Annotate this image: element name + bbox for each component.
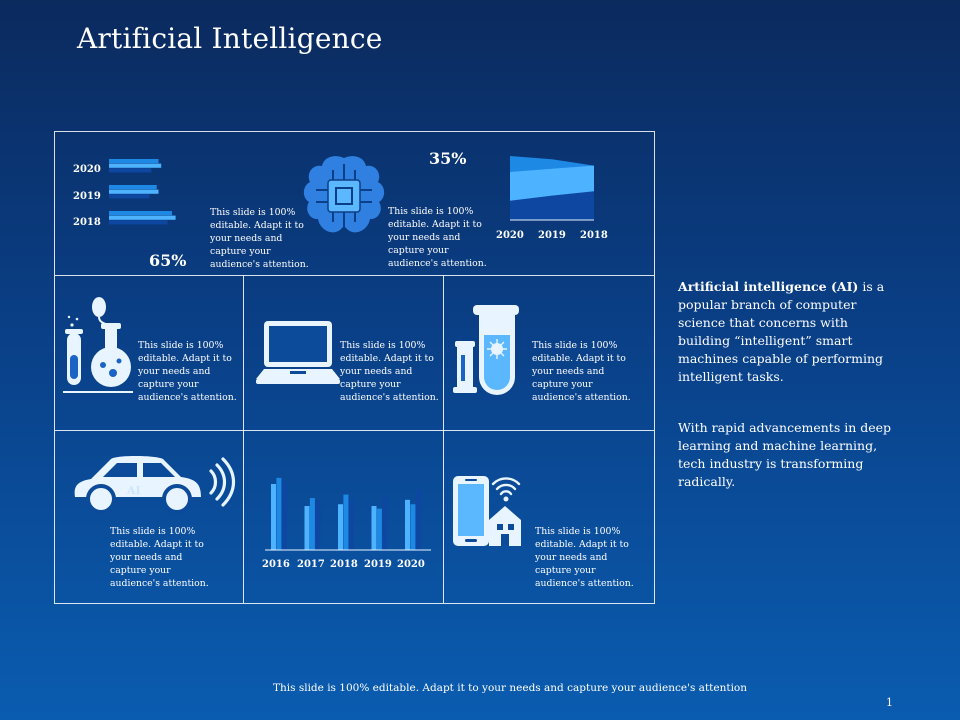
x-tick-label: 2019 [538,230,566,241]
test-tube-icon [453,305,519,395]
percent-label: 35% [429,149,467,168]
bar-2016-s2 [281,481,287,550]
infographic-grid: 2020 2019 2018 65% This slide is 100% ed… [54,131,655,604]
brain-chip-icon [303,156,385,233]
area-series-2 [510,191,594,220]
x-tick-label: 2017 [297,559,325,570]
smart-car-icon [74,456,236,514]
y-tick-label: 2018 [73,217,101,228]
smart-home-phone-icon [453,476,521,546]
x-tick-label: 2019 [364,559,392,570]
vertical-bar-chart [265,477,431,551]
description-text: This slide is 100% editable. Adapt it to… [340,340,439,403]
percent-label: 65% [149,251,187,270]
bar-2018-s0 [109,211,172,216]
laptop-icon [256,321,340,384]
bar-2016-s1 [276,477,282,550]
side-paragraph-1-text: is a popular branch of computer science … [678,279,885,384]
y-tick-label: 2020 [73,164,101,175]
lab-flask-icon [63,297,133,393]
bar-2017-s2 [315,500,321,550]
side-bold-lead: Artificial intelligence (AI) [678,279,859,294]
bar-2018-s2 [109,220,168,225]
description-text: This slide is 100% editable. Adapt it to… [138,340,237,403]
bar-2018-s1 [343,494,349,550]
bar-2016-s0 [271,484,276,550]
bar-2019-s0 [371,506,377,550]
bar-2019-s2 [109,194,150,199]
description-text: This slide is 100% editable. Adapt it to… [210,207,309,270]
bar-2018-s0 [338,504,343,550]
side-paragraph-1: Artificial intelligence (AI) is a popula… [678,278,893,386]
bar-2019-s1 [109,189,159,194]
grid-divider [243,275,244,603]
grid-divider [443,275,444,603]
x-tick-label: 2018 [580,230,608,241]
bar-2018-s1 [109,215,176,220]
grid-divider [55,430,654,431]
description-text: This slide is 100% editable. Adapt it to… [110,526,209,589]
bar-2017-s0 [304,506,310,550]
description-text: This slide is 100% editable. Adapt it to… [532,340,631,403]
bar-2020-s2 [415,489,421,550]
description-text: This slide is 100% editable. Adapt it to… [388,206,487,269]
bar-2019-s0 [109,185,157,190]
bar-2019-s2 [382,497,388,550]
bar-2020-s0 [109,159,159,164]
car-label: AI [127,484,141,497]
area-chart [510,156,594,221]
bar-2020-s1 [109,163,162,168]
horizontal-bar-chart [109,159,176,225]
x-tick-label: 2020 [496,230,524,241]
grid-divider [55,275,654,276]
x-tick-label: 2018 [330,559,358,570]
description-text: This slide is 100% editable. Adapt it to… [535,526,634,589]
bar-2018-s2 [348,498,354,550]
page-number: 1 [886,696,893,709]
bar-2020-s2 [109,168,152,173]
slide-title: Artificial Intelligence [77,22,383,55]
bar-2020-s1 [410,504,416,550]
bar-2019-s1 [376,508,382,550]
side-paragraph-2: With rapid advancements in deep learning… [678,420,892,489]
bar-2017-s1 [309,498,315,550]
slide-footer: This slide is 100% editable. Adapt it to… [272,682,748,694]
x-tick-label: 2016 [262,559,290,570]
bar-2020-s0 [405,499,410,550]
x-tick-label: 2020 [397,559,425,570]
y-tick-label: 2019 [73,191,101,202]
